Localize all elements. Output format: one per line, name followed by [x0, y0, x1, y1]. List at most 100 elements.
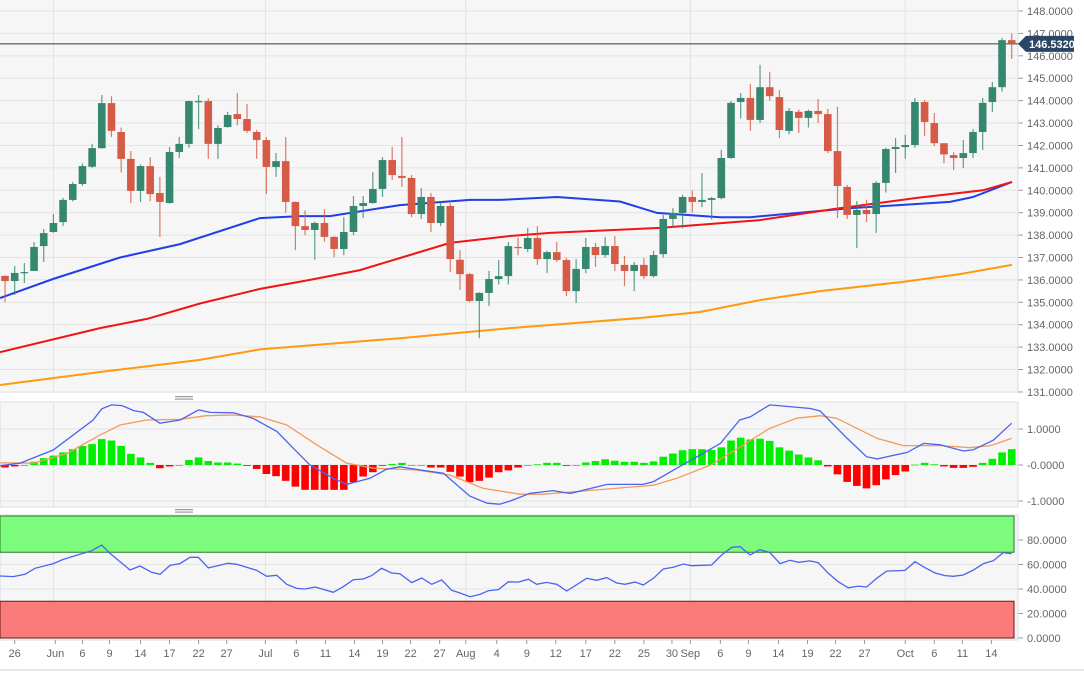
candle-body [214, 127, 222, 144]
macd-histogram-bar [252, 465, 261, 469]
candle-body [98, 103, 106, 149]
y-tick-label: 133.0000 [1027, 342, 1073, 354]
resize-handle-rsi[interactable] [175, 509, 193, 513]
candle [340, 217, 348, 256]
macd-panel[interactable]: 1.0000 -0.0000 -1.0000 [0, 401, 1064, 508]
x-tick-label: 27 [434, 648, 446, 660]
macd-histogram-bar [1, 465, 9, 468]
x-tick-label: 26 [9, 648, 21, 660]
macd-histogram-bar [698, 449, 706, 465]
candle-body [388, 160, 396, 176]
y-tick-label: 139.0000 [1027, 208, 1073, 220]
price-plot-area [0, 0, 1018, 393]
macd-histogram-bar [601, 459, 609, 465]
macd-line [0, 404, 1013, 505]
panel-resize-handles[interactable] [175, 396, 193, 513]
x-tick-label: 19 [376, 648, 388, 660]
macd-histogram-bar [233, 463, 242, 465]
candle-body [88, 148, 96, 167]
macd-histogram-bar [969, 465, 977, 467]
last-price-label: 146.5320 [1029, 39, 1075, 51]
candle [998, 37, 1006, 92]
x-tick-label: 6 [717, 648, 723, 660]
macd-histogram-bar [920, 462, 929, 465]
candle-body [427, 197, 435, 223]
macd-histogram-bar [20, 465, 29, 466]
candle-body [523, 238, 532, 249]
x-tick-label: 25 [638, 648, 650, 660]
macd-histogram-bar [765, 440, 774, 465]
candle [427, 192, 435, 232]
x-tick-label: 30 [666, 648, 678, 660]
candle [407, 175, 416, 218]
candle [678, 194, 687, 229]
macd-histogram-bar [301, 465, 309, 490]
price-panel[interactable]: 148.0000147.0000146.0000145.0000144.0000… [0, 0, 1073, 399]
y-tick-label: 20.0000 [1027, 609, 1067, 621]
candle [320, 209, 329, 242]
x-tick-label: 22 [404, 648, 416, 660]
candle-body [591, 246, 600, 256]
x-tick-label: 6 [931, 648, 937, 660]
candle [243, 104, 251, 134]
candle [649, 250, 658, 278]
candle-body [436, 205, 445, 223]
candle-body [630, 264, 638, 271]
candle [1007, 33, 1016, 59]
y-tick-label: 40.0000 [1027, 584, 1067, 596]
candle [514, 237, 522, 256]
candle-body [940, 143, 948, 155]
candle [882, 147, 890, 193]
candle-body [949, 155, 958, 159]
candle [194, 95, 203, 130]
candle [310, 221, 319, 260]
candle [165, 147, 174, 204]
macd-histogram-bar [862, 465, 871, 489]
candle [59, 197, 67, 227]
y-tick-label: 136.0000 [1027, 275, 1073, 287]
y-tick-label: 137.0000 [1027, 253, 1073, 265]
x-axis: 26 Jun 6 9 14 17 22 27 Jul 6 11 14 19 22 27 Aug 4 9 12 17 22… [0, 640, 1084, 671]
macd-histogram-bar [978, 462, 987, 465]
macd-histogram-bar [523, 465, 532, 466]
candle [30, 242, 38, 271]
resize-handle-macd[interactable] [175, 396, 193, 400]
candle-body [39, 233, 48, 247]
macd-histogram-bar [349, 465, 358, 483]
rsi-panel[interactable]: 80.0000 60.0000 40.0000 20.0000 0.0000 [0, 514, 1067, 645]
macd-histogram-bar [107, 440, 116, 465]
macd-histogram-bar [68, 449, 77, 465]
macd-histogram-bar [891, 465, 900, 476]
macd-histogram-bar [485, 465, 493, 478]
macd-histogram-bar [775, 447, 784, 465]
candle-body [398, 175, 406, 178]
macd-histogram-bar [291, 465, 300, 487]
macd-histogram-bar [824, 465, 832, 467]
x-tick-label: 6 [79, 648, 85, 660]
candle-body [514, 246, 522, 249]
candle-body [494, 276, 503, 280]
candle [794, 109, 803, 133]
candle-body [862, 210, 871, 215]
x-tick-label: Oct [897, 648, 914, 660]
candle-body [165, 151, 174, 204]
candle-body [611, 246, 619, 265]
candle-body [804, 110, 813, 118]
y-tick-label: -0.0000 [1027, 460, 1064, 472]
y-tick-label: 132.0000 [1027, 365, 1073, 377]
candle [572, 259, 580, 304]
candle [98, 95, 106, 149]
candle-body [785, 110, 793, 131]
macd-histogram-bar [949, 465, 958, 468]
macd-histogram-bar [310, 465, 319, 490]
x-tick-label: Sep [681, 648, 701, 660]
candle [949, 152, 958, 171]
candle-body [417, 197, 426, 215]
y-tick-label: 1.0000 [1027, 424, 1061, 436]
candle-body [78, 166, 87, 185]
candle [494, 259, 503, 285]
candle-body [456, 259, 464, 275]
candle-body [659, 218, 668, 255]
candle [281, 136, 290, 213]
candle [388, 147, 396, 180]
